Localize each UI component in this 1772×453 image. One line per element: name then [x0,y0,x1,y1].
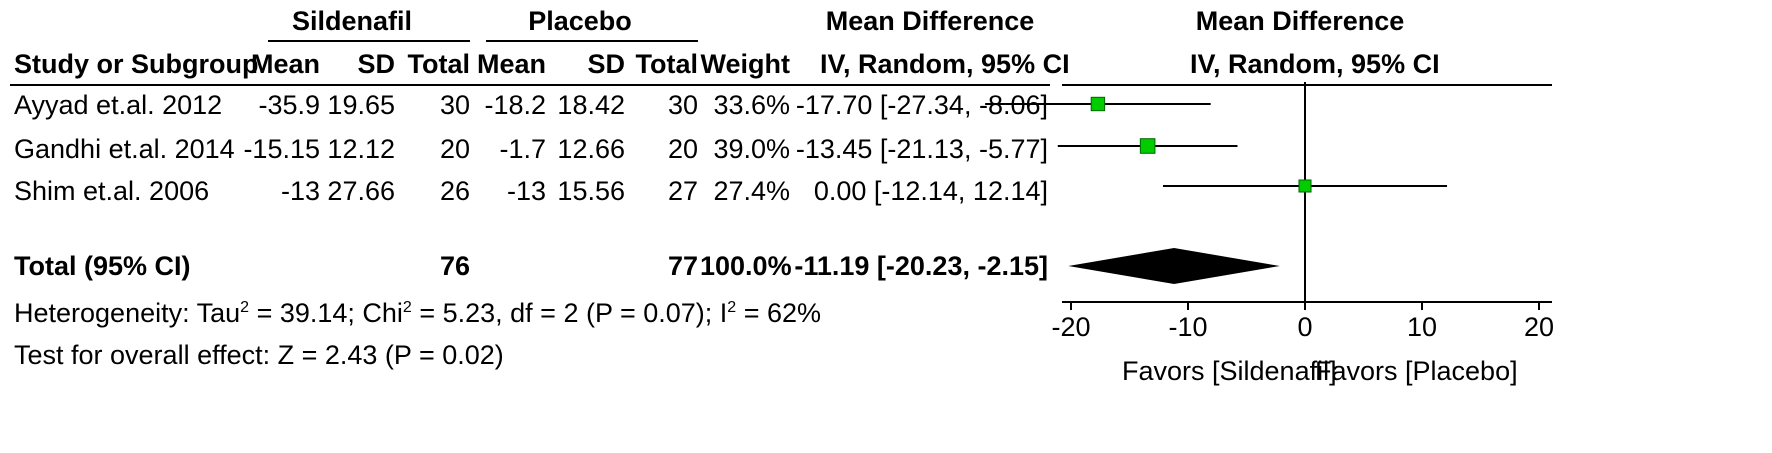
mean1-cell: -15.15 [243,134,320,164]
header-underline-plot [1062,84,1552,86]
total1-cell: 20 [439,134,470,164]
weight-cell: 39.0% [713,134,790,164]
group1-underline [268,40,470,42]
overall-effect-text: Test for overall effect: Z = 2.43 (P = 0… [14,340,504,370]
sd2-column-header: SD [587,49,625,79]
mean1-column-header: Mean [250,49,320,79]
plot-subheader: IV, Random, 95% CI [1190,49,1440,79]
sd1-column-header: SD [357,49,395,79]
total-weight: 100.0% [700,251,792,281]
sd2-cell: 15.56 [557,176,625,206]
mean2-column-header: Mean [476,49,546,79]
md-subheader: IV, Random, 95% CI [820,49,1070,79]
mean1-cell: -13 [280,176,320,206]
group2-header: Placebo [528,6,632,36]
sd1-cell: 12.12 [327,134,395,164]
total2-cell: 27 [667,176,698,206]
pooled-diamond [1068,248,1280,284]
mean2-cell: -18.2 [484,90,546,120]
study-name: Gandhi et.al. 2014 [14,134,235,164]
favors-left-label: Favors [Sildenafil] [1122,356,1337,386]
md-header: Mean Difference [825,6,1035,36]
x-tick-label: -10 [1168,312,1207,342]
mean1-cell: -35.9 [258,90,320,120]
plot-header: Mean Difference [1195,6,1405,36]
total2-cell: 20 [667,134,698,164]
weight-column-header: Weight [700,49,791,79]
point-marker [1298,179,1312,193]
heterogeneity-text: Heterogeneity: Tau2 = 39.14; Chi2 = 5.23… [14,298,822,328]
total-ci: -11.19 [-20.23, -2.15] [794,251,1048,281]
study-name: Shim et.al. 2006 [14,176,210,206]
mean2-cell: -13 [506,176,546,206]
weight-cell: 27.4% [713,176,790,206]
x-tick-label: 0 [1297,312,1312,342]
sd1-cell: 19.65 [327,90,395,120]
total1-column-header: Total [407,49,471,79]
point-marker [1139,138,1156,154]
study-column-header: Study or Subgroup [14,49,259,79]
sd2-cell: 12.66 [557,134,625,164]
total2-column-header: Total [635,49,699,79]
favors-right-label: Favors [Placebo] [1315,356,1518,386]
group1-header: Sildenafil [291,6,413,36]
mean2-cell: -1.7 [499,134,546,164]
total-label: Total (95% CI) [14,251,191,281]
total1-cell: 30 [439,90,470,120]
ci-cell: -13.45 [-21.13, -5.77] [795,134,1048,164]
total2-sum: 77 [667,251,698,281]
point-marker [1090,96,1106,112]
study-name: Ayyad et.al. 2012 [14,90,223,120]
header-underline-table [10,84,1050,86]
weight-cell: 33.6% [713,90,790,120]
total1-sum: 76 [439,251,470,281]
total1-cell: 26 [439,176,470,206]
sd2-cell: 18.42 [557,90,625,120]
sd1-cell: 27.66 [327,176,395,206]
total2-cell: 30 [667,90,698,120]
group2-underline [486,40,698,42]
x-tick-label: -20 [1051,312,1090,342]
ci-cell: 0.00 [-12.14, 12.14] [813,176,1048,206]
x-tick-label: 20 [1524,312,1554,342]
x-tick-label: 10 [1407,312,1437,342]
